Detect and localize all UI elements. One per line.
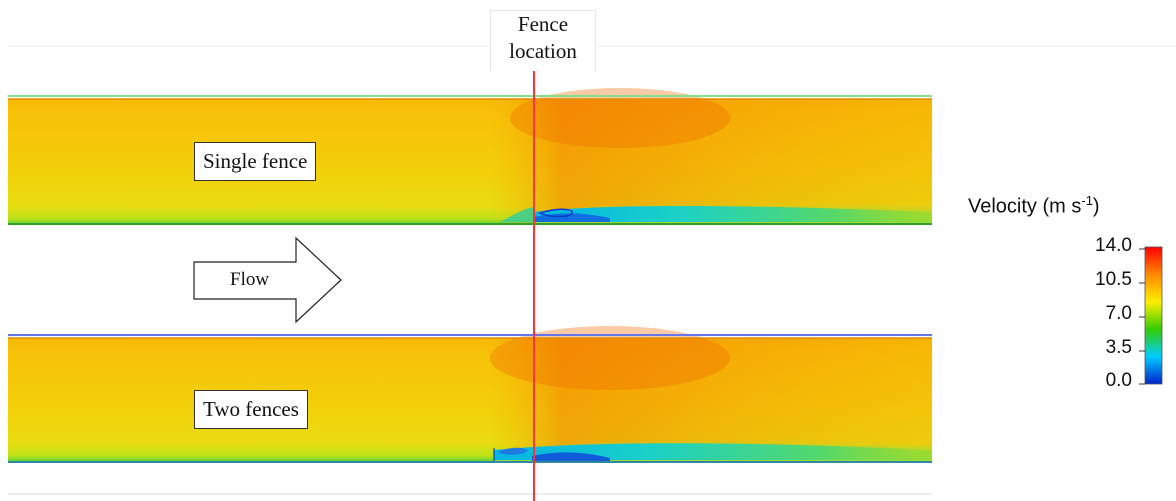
flow-label: Flow xyxy=(230,269,270,290)
legend-title-text: Velocity (m s xyxy=(968,195,1082,218)
recirculation-upper xyxy=(534,213,610,222)
fence-label-line1: Fence xyxy=(517,12,569,36)
wake-lower xyxy=(494,443,932,460)
fence-label-line2: location xyxy=(509,39,577,63)
single-fence-label: Single fence xyxy=(194,142,317,181)
panel-two-fences xyxy=(8,326,932,463)
legend-title-exponent: -1 xyxy=(1081,193,1093,208)
colorbar-tick-7: 7.0 xyxy=(1105,303,1132,324)
panel-single-fence xyxy=(8,88,932,225)
legend-title: Velocity (m s-1) xyxy=(968,193,1100,219)
colorbar-tick-10-5: 10.5 xyxy=(1095,269,1132,290)
wake-upper xyxy=(534,205,932,222)
legend-title-close: ) xyxy=(1092,195,1100,218)
two-fences-label: Two fences xyxy=(194,390,308,429)
colorbar xyxy=(1144,246,1163,385)
fence-location-label: Fence location xyxy=(490,10,596,71)
colorbar-tick-0: 0.0 xyxy=(1105,370,1132,391)
flow-arrow xyxy=(193,236,342,324)
recirculation-lower xyxy=(532,452,610,461)
colorbar-tick-3-5: 3.5 xyxy=(1105,337,1132,358)
colorbar-tick-14: 14.0 xyxy=(1095,235,1132,256)
